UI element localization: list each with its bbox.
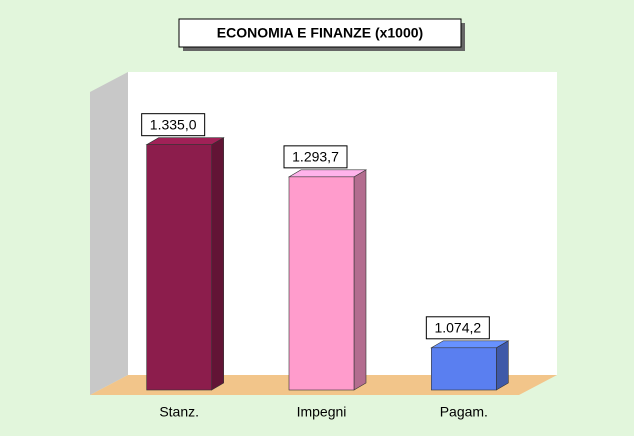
bar-front [288,176,355,391]
bar [430,340,510,391]
title-box [178,18,462,48]
value-label: 1.335,0 [150,116,197,132]
value-label-box [141,113,206,137]
bar [287,169,368,391]
bar-front [431,347,497,391]
x-tick-label: Pagam. [440,404,488,420]
bar-side [496,340,509,391]
bar-side [211,137,224,391]
bar-side [353,169,367,391]
value-label-box [425,316,490,340]
x-tick-label: Stanz. [159,404,199,420]
side-wall [90,72,128,395]
value-label-box [283,145,348,169]
value-label: 1.074,2 [434,319,481,335]
x-tick-label: Impegni [297,404,347,420]
chart-title: ECONOMIA E FINANZE (x1000) [217,25,423,41]
bar-front [146,144,212,391]
value-label: 1.293,7 [292,149,339,165]
bar-top [430,340,510,349]
bar [145,137,225,391]
bar-top [287,169,368,178]
bar-top [145,137,225,145]
